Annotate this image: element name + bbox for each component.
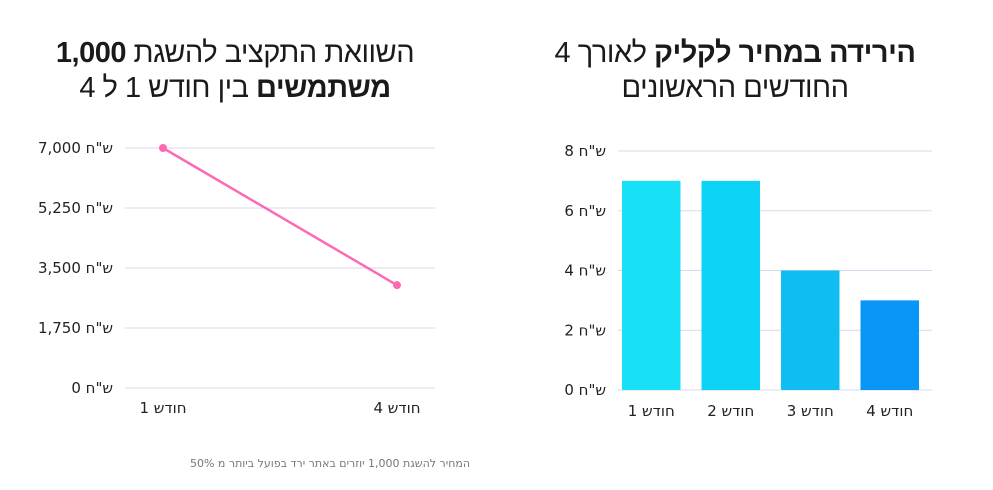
line-chart: 0 ש"ח 1,750 ש"ח 3,500 ש"ח 5,250 ש"ח 7,000 ש"… (38, 139, 435, 417)
footnote: המחיר להשגת 1,000 יוזרים באתר ירד בפועל … (189, 457, 471, 470)
line-chart-title-part-3: משתמשים (256, 72, 391, 104)
line-chart-x-tick-label: חודש 4 (373, 399, 420, 417)
line-chart-title-part-4: בין חודש 1 ל 4 (79, 72, 257, 104)
bar-chart-y-tick-label: 4 ש"ח (564, 262, 606, 280)
bar-chart-title: הירידה במחיר לקליק לאורך 4 החודשים הראשו… (500, 36, 970, 106)
line-chart-x-tick-label: חודש 1 (139, 399, 186, 417)
bar-chart-x-tick-label: חודש 4 (866, 402, 913, 420)
line-chart-y-tick-label: 1,750 ש"ח (38, 319, 113, 337)
bar-chart-y-tick-label: 0 ש"ח (564, 381, 606, 399)
line-point (393, 281, 401, 290)
line-point (159, 144, 167, 152)
bar-chart-title-part-1: לאורך 4 החודשים הראשונים (554, 37, 850, 104)
bar-chart-y-tick-label: 8 ש"ח (564, 142, 606, 160)
line-chart-title-part-1: 1,000 (55, 37, 127, 69)
line-chart-title: השוואת התקציב להשגת 1,000 משתמשים בין חו… (20, 36, 450, 106)
line-series (162, 146, 398, 287)
line-chart-y-tick-label: 0 ש"ח (71, 379, 113, 397)
bar-chart: 0 ש"ח 2 ש"ח 4 ש"ח 6 ש"ח 8 ש"ח חודש 1 חודש 2 חוד… (564, 142, 932, 420)
line-chart-y-tick-label: 7,000 ש"ח (38, 139, 113, 157)
bar-chart-x-tick-label: חודש 2 (707, 402, 754, 420)
bar (781, 270, 840, 390)
bar (622, 180, 681, 390)
bar-chart-y-tick-label: 6 ש"ח (564, 202, 606, 220)
bar (860, 300, 919, 390)
bar (701, 180, 760, 390)
line-chart-y-tick-label: 5,250 ש"ח (38, 199, 113, 217)
bar-chart-y-tick-label: 2 ש"ח (564, 321, 606, 339)
line-chart-y-tick-label: 3,500 ש"ח (38, 259, 113, 277)
bar-chart-title-part-0: הירידה במחיר לקליק (654, 37, 916, 69)
line-chart-title-part-0: השוואת התקציב להשגת (125, 37, 415, 69)
bar-chart-x-tick-label: חודש 1 (628, 402, 675, 420)
bar-chart-x-tick-label: חודש 3 (787, 402, 834, 420)
